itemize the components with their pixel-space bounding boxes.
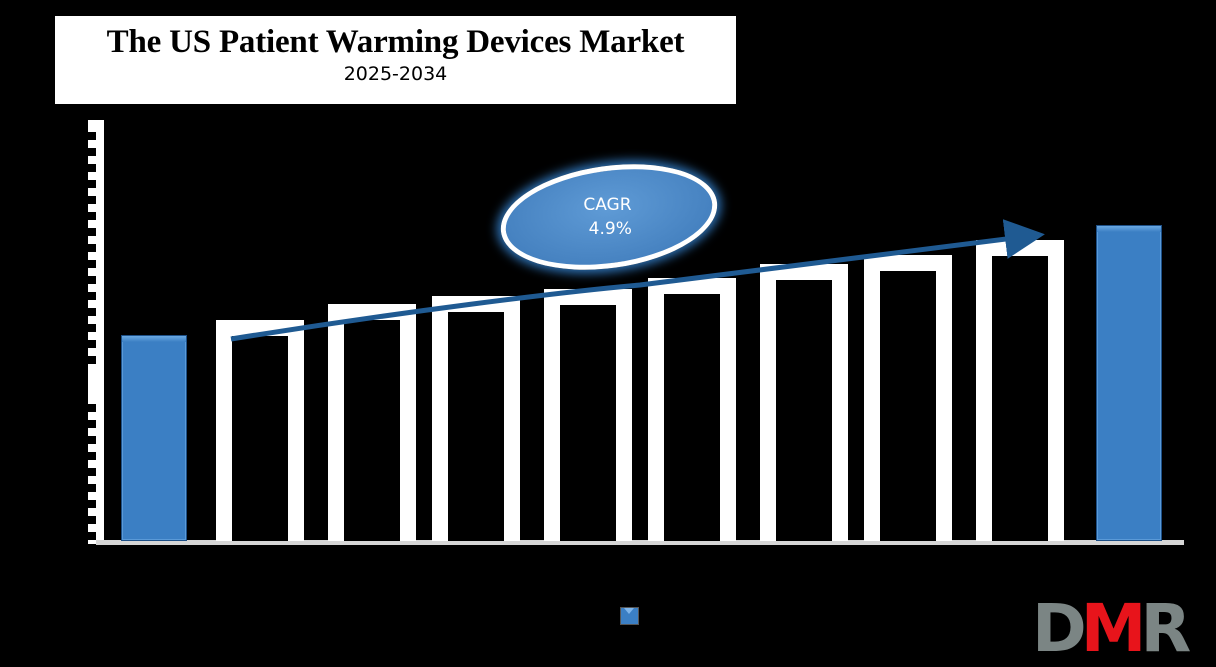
y-tick [88,500,96,508]
title-box: The US Patient Warming Devices Market 20… [55,16,736,104]
bar-2030 [648,278,736,541]
bar-2033 [976,240,1064,541]
bar-2026 [216,320,304,541]
logo-letter-m: M [1080,590,1147,667]
y-tick [88,228,96,236]
bar-2028 [432,296,520,541]
cagr-value: 4.9% [589,218,633,239]
y-tick [88,292,96,300]
y-tick [88,260,96,268]
y-tick [88,532,96,540]
y-tick [88,484,96,492]
dmr-logo: DMR [1032,596,1214,662]
y-tick [88,148,96,156]
y-axis [88,120,104,544]
y-tick [88,436,96,444]
bar-2031 [760,264,848,541]
y-tick [88,196,96,204]
x-axis [96,540,1184,545]
bar-2025 [121,335,187,541]
cagr-badge: CAGR 4.9% [493,151,725,283]
chart-title: The US Patient Warming Devices Market [106,24,685,60]
y-tick [88,164,96,172]
bar-2029 [544,289,632,541]
y-tick [88,132,96,140]
logo-letter-d: D [1032,590,1087,667]
bar-2027 [328,304,416,541]
y-tick [88,324,96,332]
y-tick [88,452,96,460]
bar-2032 [864,255,952,541]
y-tick [88,180,96,188]
cagr-label: CAGR [583,195,632,216]
y-tick [88,340,96,348]
chart-subtitle: 2025-2034 [343,63,448,85]
y-tick [88,468,96,476]
y-tick [88,404,96,412]
legend-marker-icon [620,607,639,625]
logo-letter-r: R [1140,590,1191,667]
y-tick [88,212,96,220]
y-tick [88,420,96,428]
y-tick [88,276,96,284]
y-tick [88,356,96,364]
bar-2034 [1096,225,1162,541]
y-tick [88,516,96,524]
y-tick [88,308,96,316]
y-tick [88,244,96,252]
